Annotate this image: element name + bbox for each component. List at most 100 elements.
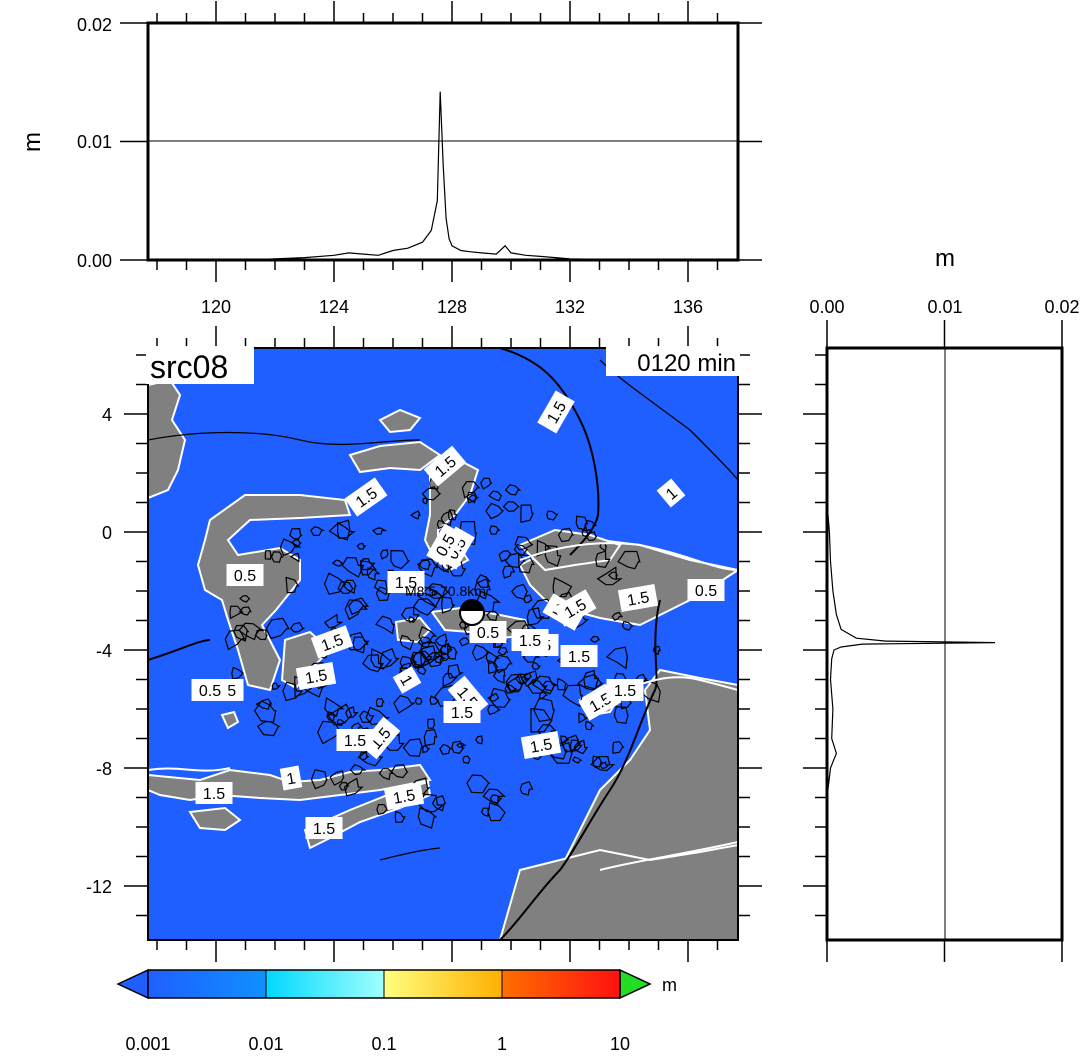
contour-blob xyxy=(607,571,619,581)
contour-blob xyxy=(589,635,601,643)
contour-blob xyxy=(336,521,356,540)
map-panel: 1.5 1.5 1.5 1 0.5 0.5 1.5 1.5 1.5 1.5 0.5 1 1.5 1.5 0.… xyxy=(86,297,762,962)
contour-blob xyxy=(523,594,533,604)
side-profile-panel: m 0.00 0.01 0.02 xyxy=(803,245,1080,962)
contour-blob xyxy=(270,551,284,563)
contour-blob xyxy=(489,525,501,535)
contour-blob xyxy=(338,781,350,791)
contour-blob xyxy=(372,527,388,536)
contour-blob xyxy=(475,735,484,745)
contour-label-box xyxy=(656,478,686,508)
top-profile-panel: 0.02 0.01 0.00 m xyxy=(19,1,762,282)
contour-blob xyxy=(348,597,370,616)
contour-blob xyxy=(366,567,381,581)
contour-blob xyxy=(583,669,600,690)
lat-label-0: 0 xyxy=(102,523,112,543)
side-profile-ticks xyxy=(803,320,1063,962)
contour-label-box xyxy=(511,629,549,651)
lon-label-120: 120 xyxy=(201,297,231,317)
contour-blob xyxy=(331,559,345,567)
contour-blob xyxy=(458,637,472,647)
contour-label-text: 1.5 xyxy=(392,787,417,808)
contour-blob xyxy=(466,491,480,504)
contour-blob xyxy=(399,655,418,669)
contour-blob xyxy=(562,684,583,708)
contour-blob xyxy=(375,697,385,707)
colorbar-under-arrow xyxy=(116,968,149,1000)
contour-label-box xyxy=(392,666,422,694)
contour-blob xyxy=(485,502,505,520)
contour-line xyxy=(499,599,661,940)
map-frame xyxy=(147,347,739,941)
contour-blob xyxy=(595,550,611,568)
contour-blob xyxy=(375,615,395,635)
contour-blob xyxy=(482,788,506,805)
time-label-box xyxy=(606,346,740,376)
contour-label: 1.5 xyxy=(560,645,598,667)
side-xtick-label-2: 0.02 xyxy=(1044,297,1079,317)
contour-line xyxy=(148,431,421,446)
contour-blob xyxy=(410,510,421,520)
contour-blob xyxy=(440,510,454,526)
contour-blob xyxy=(426,718,436,729)
contour-label: 0.5 xyxy=(226,564,264,586)
contour-label: 1.5 xyxy=(336,729,374,751)
colorbar-segment-2 xyxy=(266,970,384,998)
colorbar-tick-1: 1 xyxy=(497,1034,507,1054)
contour-blob xyxy=(323,613,344,629)
contour-blob xyxy=(422,583,450,599)
contour-label-text: 1.5 xyxy=(304,667,329,688)
contour-blob xyxy=(492,654,513,674)
contour-blob xyxy=(328,519,351,541)
colorbar-tick-10: 10 xyxy=(610,1034,630,1054)
contour-label-text: 1.5 xyxy=(344,733,366,750)
contour-label-box xyxy=(387,571,425,593)
contour-blob xyxy=(439,743,453,755)
contour-label: 1 xyxy=(392,666,422,694)
lon-label-124: 124 xyxy=(319,297,349,317)
contour-label-box xyxy=(226,564,264,586)
contour-label-text: 0.5 xyxy=(477,625,499,642)
contour-blob xyxy=(255,698,273,710)
lon-label-132: 132 xyxy=(555,297,585,317)
contour-blob xyxy=(584,520,598,532)
contour-blob xyxy=(504,683,518,694)
contour-blob xyxy=(414,697,423,705)
contour-label: 1.5 xyxy=(305,817,343,839)
contour-blob xyxy=(505,675,524,693)
contour-blob xyxy=(429,695,440,706)
contour-blob xyxy=(560,735,570,743)
contour-blob xyxy=(520,670,538,688)
contour-label: 1.5 xyxy=(606,679,644,701)
epicenter-marker xyxy=(459,599,485,626)
contour-label-text: 0.5 xyxy=(695,583,717,600)
contour-label: 1 xyxy=(656,478,686,508)
contour-blob xyxy=(513,544,529,556)
white-contour xyxy=(599,841,738,871)
contour-blob xyxy=(497,647,509,656)
contour-blob xyxy=(282,681,304,702)
contour-label-text: 1.5 xyxy=(568,649,590,666)
contour-blob xyxy=(256,720,282,737)
contour-blob xyxy=(539,691,549,701)
contour-blob xyxy=(434,633,448,648)
colorbar-segment-1 xyxy=(148,970,266,998)
contour-blob xyxy=(518,554,535,574)
side-profile-xlabel: m xyxy=(935,245,955,272)
lon-label-128: 128 xyxy=(437,297,467,317)
contour-blob xyxy=(592,755,603,768)
contour-blob xyxy=(571,756,583,764)
contour-label: 1.5 xyxy=(387,571,425,593)
contour-blob xyxy=(471,644,490,661)
colorbar-segment-4 xyxy=(502,970,620,998)
contour-blob xyxy=(289,552,300,563)
contour-blob xyxy=(393,695,416,714)
contour-blob xyxy=(394,810,406,823)
contour-blob xyxy=(418,558,439,578)
contour-blob xyxy=(359,751,370,761)
contour-label-box xyxy=(617,583,659,613)
contour-blob xyxy=(285,576,300,594)
contour-blob xyxy=(486,610,501,621)
contour-blob xyxy=(505,673,525,692)
contour-blob xyxy=(359,710,375,723)
